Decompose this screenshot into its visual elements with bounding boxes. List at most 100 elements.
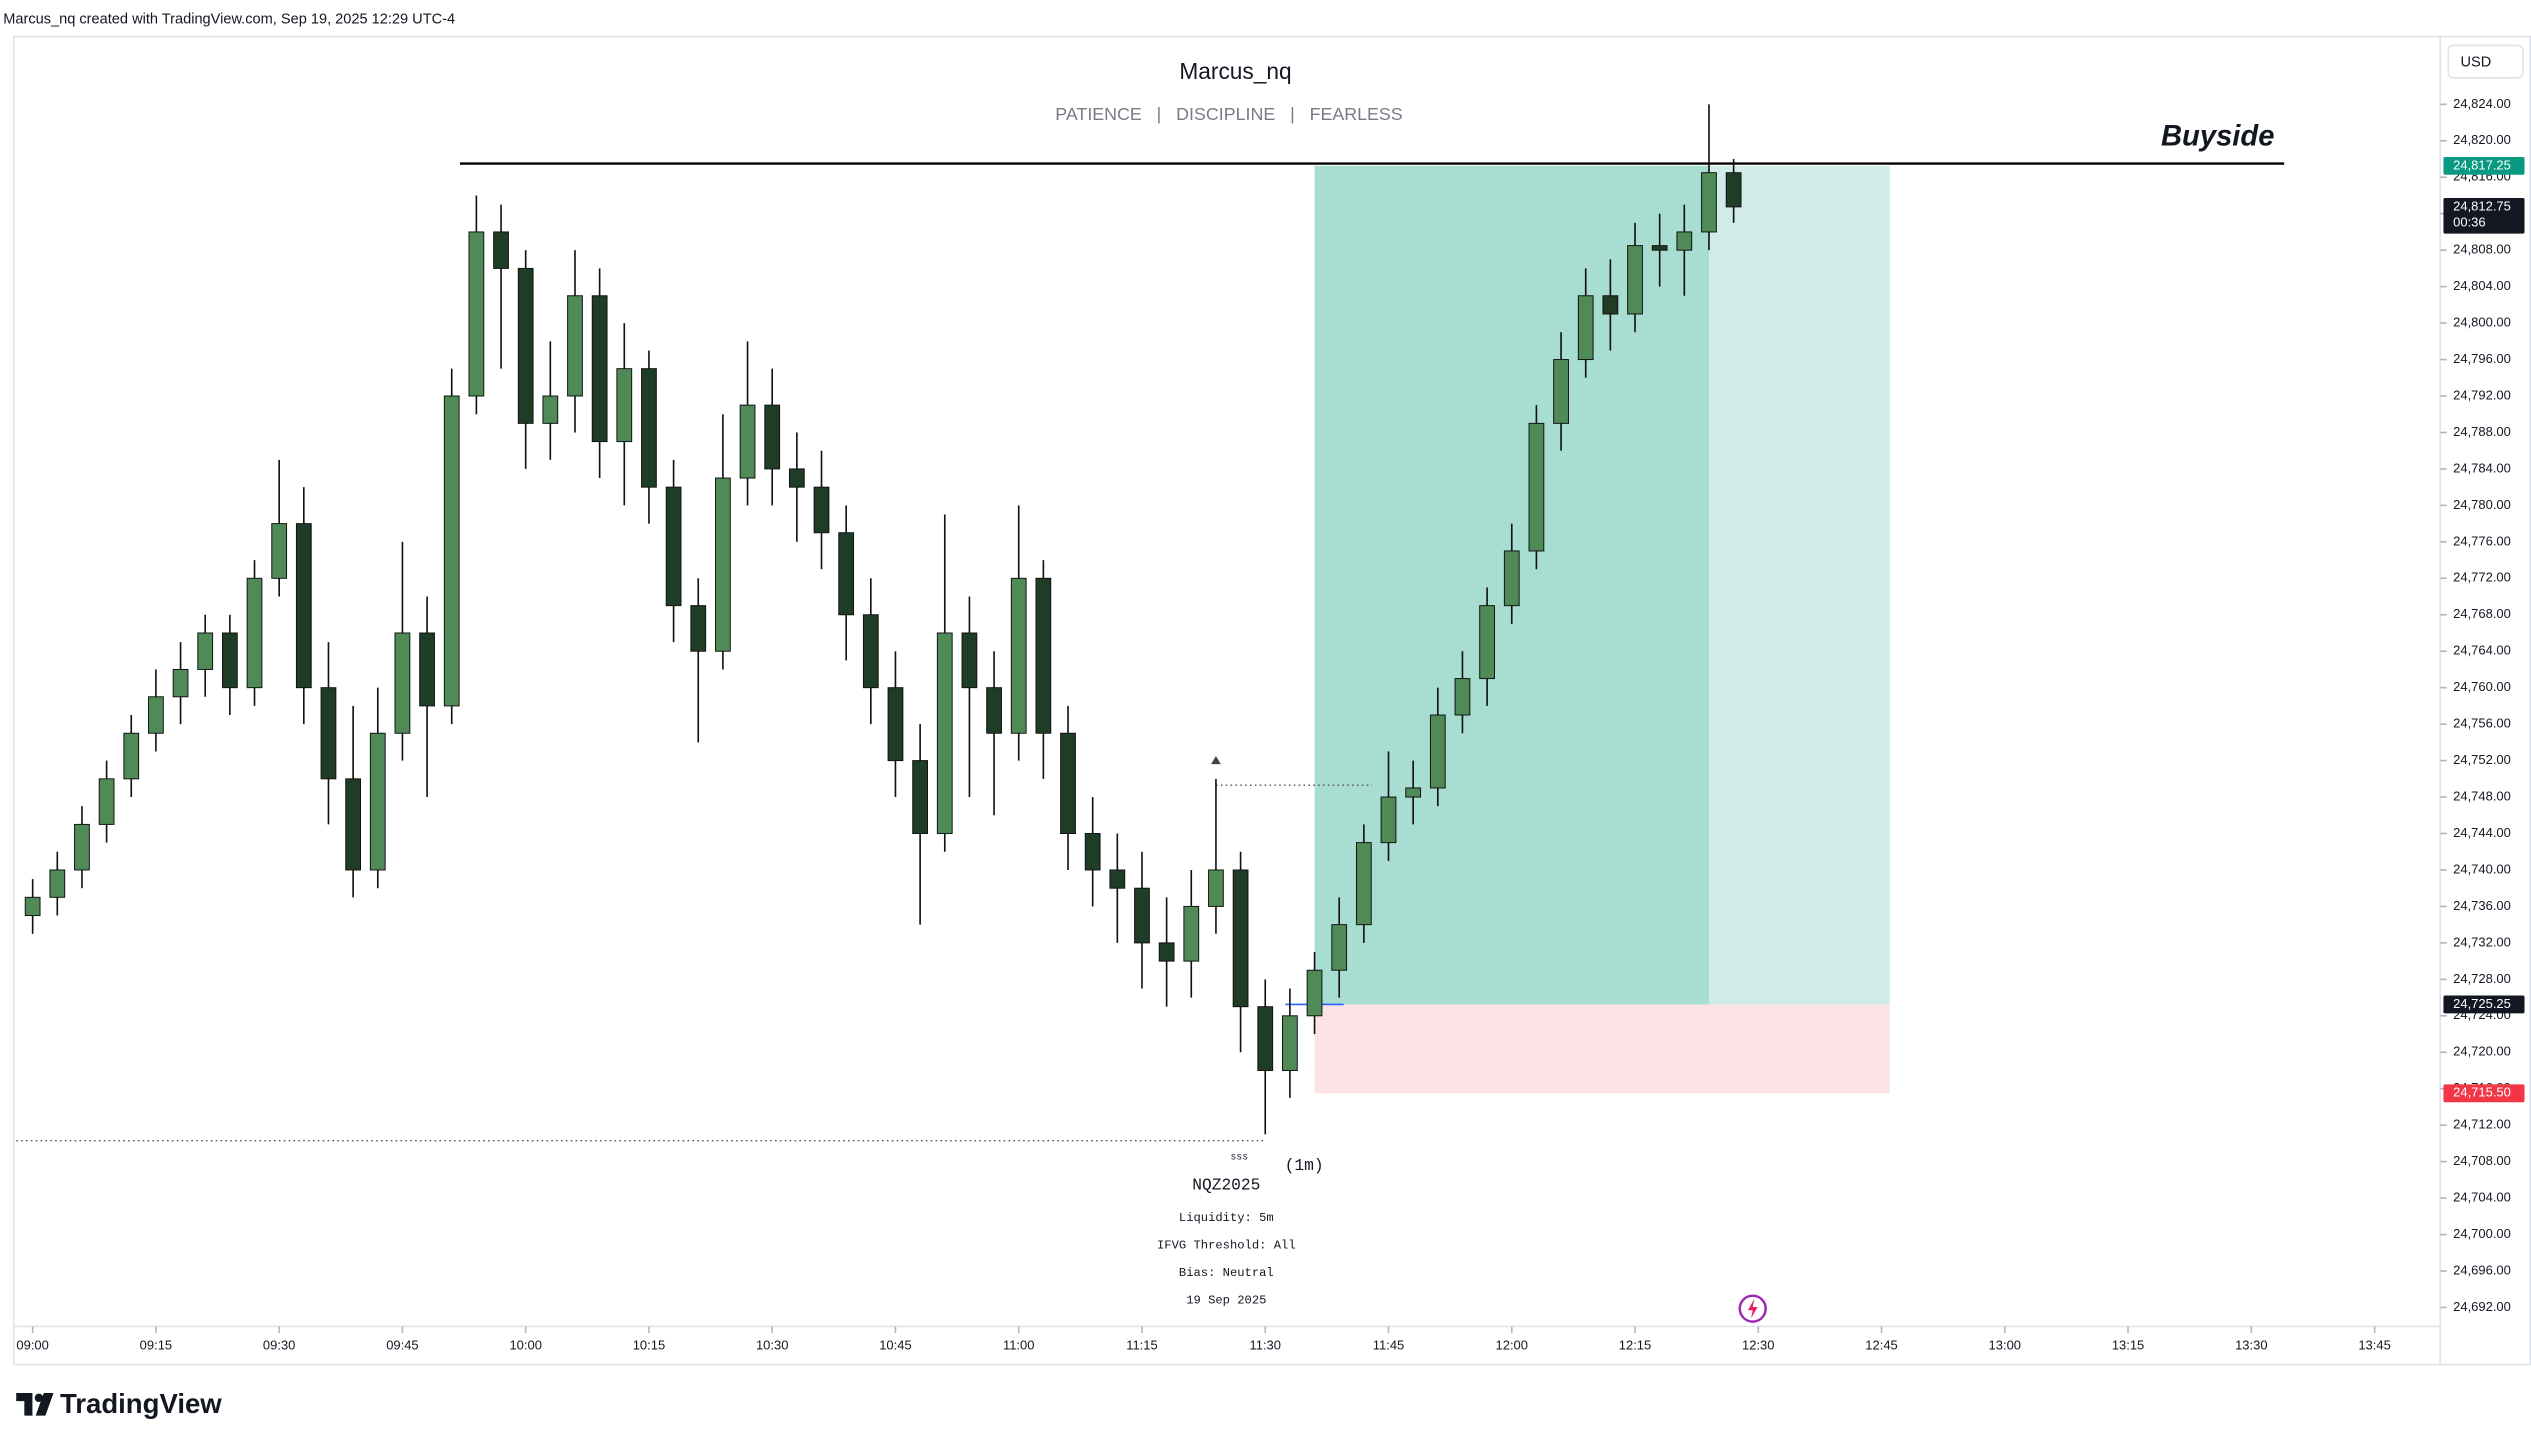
candle <box>665 459 682 643</box>
candle <box>1134 851 1150 989</box>
candle <box>345 705 362 898</box>
candle-body <box>1701 172 1717 233</box>
candle-body <box>1060 732 1076 835</box>
y-tick-label: 24,736.00 <box>2453 898 2511 913</box>
candle-body <box>123 732 140 780</box>
candle <box>1479 587 1495 706</box>
loss-zone <box>1314 1004 1890 1094</box>
x-tick-label: 12:15 <box>1619 1337 1651 1352</box>
y-tick-label: 24,696.00 <box>2453 1262 2511 1277</box>
currency-box[interactable] <box>2447 44 2524 79</box>
candle-body <box>172 668 189 698</box>
candle-body <box>1035 577 1052 734</box>
candle-body <box>443 395 460 707</box>
candle <box>1602 259 1619 351</box>
candle-body <box>1331 924 1348 971</box>
y-tick-label: 24,752.00 <box>2453 752 2511 767</box>
x-tick-label: 09:00 <box>16 1337 48 1352</box>
candle <box>616 323 633 506</box>
candle-body <box>788 468 805 488</box>
x-tick-label: 11:30 <box>1249 1337 1280 1352</box>
lightning-icon[interactable] <box>1738 1294 1767 1323</box>
candle <box>49 851 66 916</box>
brand[interactable]: TradingView <box>60 1388 222 1419</box>
candle <box>1208 778 1224 934</box>
y-tick-label: 24,792.00 <box>2453 387 2511 402</box>
candle-body <box>936 632 953 834</box>
candle <box>148 669 164 752</box>
x-tick-label: 13:15 <box>2112 1337 2144 1352</box>
y-tick-label: 24,760.00 <box>2453 679 2511 694</box>
candle <box>1331 897 1348 998</box>
candle <box>419 596 435 798</box>
candle <box>74 806 90 889</box>
candle-body <box>49 869 66 898</box>
info-line: Liquidity: 5m <box>1179 1211 1274 1225</box>
candle-body <box>1306 969 1323 1017</box>
candle <box>838 505 855 661</box>
candle <box>1257 979 1274 1135</box>
candle-body <box>1553 359 1569 424</box>
candle <box>1676 204 1693 296</box>
candle <box>517 250 534 469</box>
candle-body <box>862 614 879 689</box>
candle <box>936 514 953 852</box>
price-label-box <box>2443 197 2525 234</box>
candle-body <box>1134 887 1150 944</box>
info-line: Bias: Neutral <box>1179 1266 1274 1280</box>
header: Marcus_nq created with TradingView.com, … <box>3 11 455 27</box>
candle <box>271 459 288 597</box>
candle <box>123 715 140 798</box>
y-tick-label: 24,712.00 <box>2453 1117 2511 1132</box>
countdown: 00:36 <box>2453 215 2485 230</box>
x-tick-label: 10:00 <box>509 1337 541 1352</box>
candle <box>862 578 879 725</box>
x-tick-label: 13:00 <box>1989 1337 2021 1352</box>
candle <box>1380 751 1397 861</box>
candle-body <box>271 523 288 579</box>
info-line: IFVG Threshold: All <box>1157 1239 1296 1253</box>
y-tick-label: 24,732.00 <box>2453 934 2511 949</box>
icon-bolt[interactable] <box>1747 1298 1758 1319</box>
info-line: 19 Sep 2025 <box>1186 1294 1266 1308</box>
candle-body <box>246 577 263 689</box>
candle-body <box>715 477 731 652</box>
candle <box>320 642 337 825</box>
candle <box>246 560 263 706</box>
candle-body <box>1676 231 1693 251</box>
candle-body <box>74 823 90 871</box>
candle <box>1577 268 1594 378</box>
candle-body <box>912 760 928 835</box>
candle-body <box>961 632 978 689</box>
currency[interactable]: USD <box>2460 54 2491 70</box>
candle-body <box>1158 942 1175 962</box>
x-tick-label: 09:15 <box>140 1337 172 1352</box>
y-tick-label: 24,740.00 <box>2453 861 2511 876</box>
candle-body <box>320 687 337 780</box>
candle <box>1060 705 1076 870</box>
logo-mark[interactable] <box>16 1392 54 1416</box>
x-tick-label: 10:30 <box>756 1337 788 1352</box>
candle-body <box>1183 905 1200 962</box>
candle <box>1553 332 1569 451</box>
candle <box>172 642 189 725</box>
candle <box>1306 952 1323 1035</box>
candle-body <box>665 486 682 607</box>
buyside-label: Buyside <box>2161 120 2274 152</box>
candle <box>468 195 485 415</box>
y-tick-label: 24,744.00 <box>2453 825 2511 840</box>
logo-dot[interactable] <box>34 1393 44 1403</box>
y-tick-label: 24,764.00 <box>2453 643 2511 658</box>
timeframe: (1m) <box>1285 1157 1324 1175</box>
icon-ring[interactable] <box>1738 1294 1767 1323</box>
x-tick-label: 09:45 <box>386 1337 418 1352</box>
candle-body <box>1651 245 1668 251</box>
y-tick-label: 24,808.00 <box>2453 242 2511 257</box>
y-tick-label: 24,720.00 <box>2453 1044 2511 1059</box>
price-label-box <box>2443 1084 2525 1103</box>
brand-logo[interactable]: TradingView <box>16 1388 222 1419</box>
candle-body <box>345 778 362 871</box>
candle <box>961 596 978 798</box>
x-tick-label: 11:15 <box>1126 1337 1157 1352</box>
candle-body <box>1479 605 1495 680</box>
